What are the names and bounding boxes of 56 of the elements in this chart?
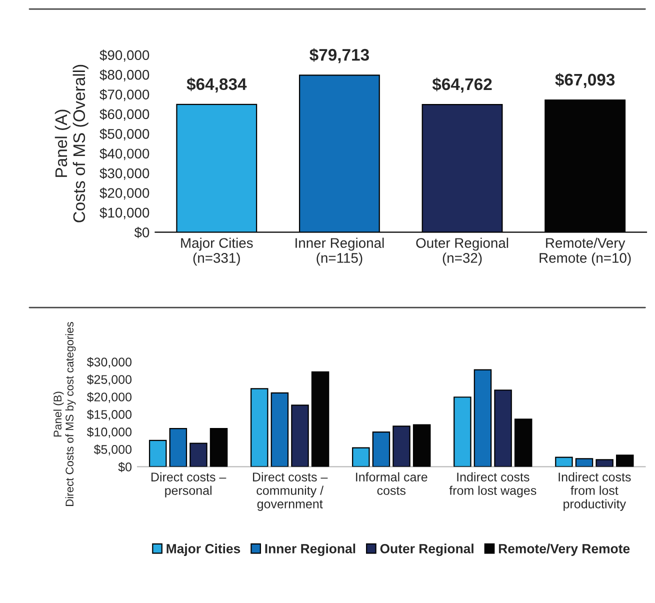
y-axis-title: Panel (A) Costs of MS (Overall) (54, 64, 88, 222)
data-label: $79,713 (310, 48, 369, 64)
bar (352, 447, 370, 467)
bar (454, 396, 472, 467)
x-tick-label: Indirect costs from lost productivity (558, 472, 631, 511)
y-tick-label: $30,000 (86, 357, 132, 368)
legend-label: Inner Regional (265, 544, 356, 556)
x-tick-label: Remote/Very Remote (n=10) (540, 238, 631, 266)
bar (474, 369, 492, 467)
data-label: $64,834 (186, 78, 247, 92)
bar (148, 440, 167, 467)
bar (494, 390, 512, 467)
x-tick-label: Direct costs – personal (151, 472, 226, 498)
bar (596, 459, 614, 467)
y-tick-label: $40,000 (100, 148, 150, 160)
bar (169, 428, 188, 467)
y-tick-label: $10,000 (100, 207, 150, 220)
bar (412, 424, 431, 467)
y-tick-label: $60,000 (100, 108, 150, 121)
x-tick-label: Outer Regional (n=32) (416, 238, 508, 266)
y-tick-label: $20,000 (100, 188, 150, 200)
bar (555, 456, 573, 467)
bar (250, 388, 268, 467)
legend-label: Outer Regional (380, 544, 474, 556)
y-tick-label: $80,000 (100, 69, 150, 82)
bar (392, 426, 410, 467)
y-tick-label: $30,000 (100, 168, 150, 180)
y-tick-label: $5,000 (94, 444, 132, 456)
y-tick-label: $50,000 (100, 128, 150, 140)
legend-label: Major Cities (166, 544, 240, 556)
bar (616, 454, 634, 467)
bar (210, 428, 228, 467)
x-tick-label: Indirect costs from lost wages (449, 472, 536, 498)
bar (270, 392, 289, 467)
legend-label: Remote/Very Remote (498, 544, 630, 556)
y-tick-label: $90,000 (100, 50, 150, 62)
y-tick-label: $0 (118, 462, 132, 472)
bar (190, 442, 208, 467)
bar (372, 432, 390, 467)
x-tick-label: Informal care costs (356, 472, 428, 495)
x-tick-label: Direct costs – community / government (253, 472, 328, 511)
y-tick-label: $0 (134, 226, 150, 238)
bar (514, 418, 532, 467)
y-tick-label: $15,000 (86, 410, 132, 420)
x-tick-label: Inner Regional (n=115) (296, 238, 384, 266)
bar (575, 458, 594, 467)
data-label: $67,093 (555, 73, 615, 88)
y-axis-title: Panel (B) Direct Costs of MS by cost categories (53, 322, 76, 506)
y-tick-label: $25,000 (86, 374, 132, 386)
x-tick-label: Major Cities (n=331) (181, 238, 253, 266)
y-tick-label: $70,000 (100, 89, 150, 102)
data-label: $64,762 (432, 78, 492, 93)
y-tick-label: $20,000 (86, 392, 132, 403)
y-tick-label: $10,000 (86, 427, 132, 438)
bar (311, 371, 330, 467)
bar (291, 404, 309, 467)
